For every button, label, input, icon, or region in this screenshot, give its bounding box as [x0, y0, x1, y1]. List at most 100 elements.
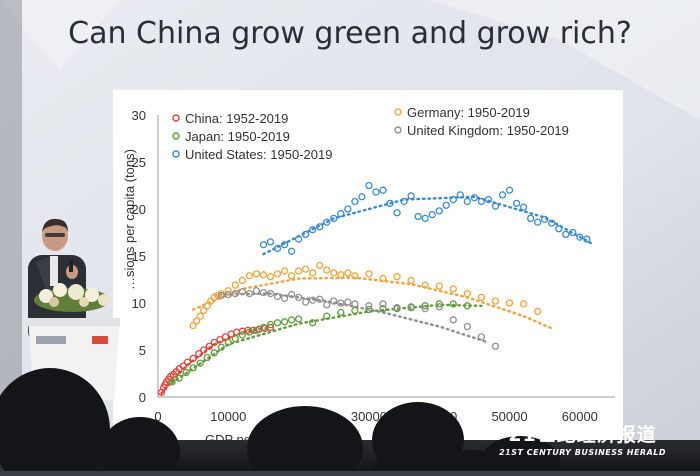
x-tick-label: 10000	[210, 409, 246, 424]
data-point	[231, 335, 239, 343]
data-point	[576, 233, 584, 241]
trendline	[213, 292, 490, 344]
legend-marker	[172, 150, 180, 158]
data-point	[238, 276, 247, 285]
data-point	[344, 298, 352, 306]
data-point	[196, 359, 204, 367]
data-point	[294, 267, 303, 275]
data-point	[534, 307, 542, 316]
data-point	[477, 293, 486, 302]
data-point	[498, 191, 507, 199]
watermark-en: 21ST CENTURY BUSINESS HERALD	[499, 448, 666, 457]
data-point	[200, 306, 208, 315]
data-point	[266, 273, 275, 281]
data-point	[351, 300, 359, 308]
data-point	[344, 269, 352, 277]
legend-marker	[172, 114, 180, 122]
watermark-logo: 21世纪经济报道 21ST CENTURY BUSINESS HERALD	[499, 420, 666, 457]
data-point	[266, 289, 275, 298]
flower-arrangement	[34, 283, 110, 312]
data-point	[309, 296, 317, 304]
data-point	[393, 304, 401, 312]
data-point	[259, 241, 268, 249]
audience-heads	[0, 368, 560, 476]
data-point	[210, 293, 218, 302]
data-point	[252, 270, 261, 278]
data-point	[168, 378, 176, 386]
data-point	[309, 319, 317, 327]
data-point	[337, 271, 345, 279]
data-point	[449, 316, 457, 324]
data-point	[512, 199, 521, 208]
data-point	[179, 362, 187, 370]
data-point	[505, 299, 514, 307]
legend-label: Germany: 1950-2019	[407, 105, 530, 120]
data-point	[456, 191, 464, 199]
data-point	[330, 297, 338, 305]
data-point	[205, 342, 213, 350]
data-point	[435, 282, 443, 290]
data-point	[280, 318, 289, 326]
legend-label: China: 1952-2019	[185, 111, 288, 126]
chart-panel	[113, 90, 623, 442]
data-point	[196, 312, 204, 320]
data-point	[491, 297, 500, 305]
data-point	[421, 302, 429, 310]
data-point	[365, 181, 373, 190]
data-point	[273, 244, 282, 253]
data-point	[183, 358, 192, 366]
legend-marker	[172, 132, 180, 140]
data-point	[200, 346, 208, 354]
data-point	[245, 289, 254, 298]
data-point	[238, 331, 247, 339]
data-point	[337, 299, 345, 307]
data-point	[301, 265, 310, 273]
data-point	[231, 281, 239, 289]
data-point	[421, 281, 429, 289]
data-point	[287, 316, 296, 324]
y-axis-label: …sions per capita (tons)	[122, 149, 137, 290]
x-tick-label: 0	[154, 409, 161, 424]
data-point	[259, 289, 268, 297]
data-point	[379, 274, 387, 283]
data-point	[287, 272, 296, 280]
data-point	[337, 308, 345, 317]
data-point	[287, 290, 296, 299]
data-point	[216, 336, 224, 344]
data-point	[330, 214, 338, 223]
data-point	[470, 194, 479, 202]
data-point	[323, 312, 331, 320]
data-point	[273, 270, 282, 278]
y-tick-label: 15	[132, 249, 146, 264]
data-point	[407, 276, 415, 285]
y-tick-label: 0	[139, 390, 146, 405]
data-point	[569, 228, 577, 237]
data-point	[379, 300, 387, 308]
data-point	[463, 289, 472, 298]
data-point	[548, 219, 556, 227]
data-point	[414, 212, 422, 221]
data-point	[484, 195, 493, 204]
data-point	[519, 300, 528, 308]
data-point	[224, 287, 232, 295]
data-point	[259, 271, 268, 279]
data-point	[463, 322, 472, 331]
slide-title: Can China grow green and grow rich?	[68, 16, 632, 51]
data-point	[463, 302, 472, 310]
data-point	[365, 270, 373, 278]
data-point	[372, 188, 380, 196]
trendline	[170, 303, 483, 385]
data-point	[238, 288, 247, 296]
data-point	[245, 328, 254, 336]
data-point	[421, 304, 429, 313]
data-point	[280, 267, 289, 275]
legend-marker	[394, 126, 402, 134]
data-point	[224, 290, 232, 299]
data-point	[351, 272, 359, 280]
data-point	[562, 230, 570, 239]
legend-label: United Kingdom: 1950-2019	[407, 123, 569, 138]
data-point	[435, 303, 443, 311]
data-point	[555, 225, 563, 233]
side-wall	[0, 0, 22, 471]
